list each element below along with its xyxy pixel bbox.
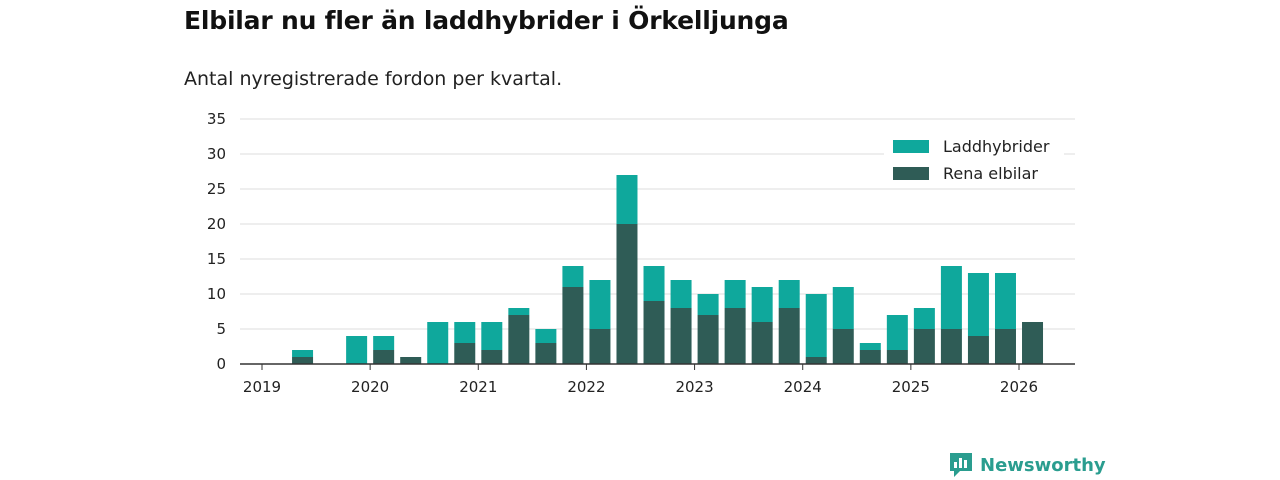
legend: Laddhybrider Rena elbilar [884,128,1064,188]
brand-name: Newsworthy [980,454,1106,476]
x-tick-label: 2022 [567,378,605,396]
bar-rena-elbilar [832,329,854,364]
bar-rena-elbilar [724,308,746,364]
legend-swatch [893,140,929,153]
bar-laddhybrider [292,350,314,357]
y-tick-label: 5 [216,320,226,338]
bar-rena-elbilar [400,357,422,364]
bar-laddhybrider [913,308,935,329]
bar-laddhybrider [670,280,692,308]
bar-rena-elbilar [562,287,584,364]
x-tick-label: 2025 [892,378,930,396]
bar-rena-elbilar [373,350,395,364]
bar-laddhybrider [994,273,1016,329]
bar-laddhybrider [454,322,476,343]
bar-laddhybrider [373,336,395,350]
bar-rena-elbilar [616,224,638,364]
bar-rena-elbilar [994,329,1016,364]
bar-laddhybrider [940,266,962,329]
bar-rena-elbilar [859,350,881,364]
chart-subtitle: Antal nyregistrerade fordon per kvartal. [184,68,563,90]
x-tick-label: 2021 [459,378,497,396]
bar-laddhybrider [589,280,611,329]
bar-laddhybrider [535,329,557,343]
bar-rena-elbilar [481,350,503,364]
y-tick-label: 20 [207,215,226,233]
bar-laddhybrider [886,315,908,350]
bar-laddhybrider [724,280,746,308]
y-tick-label: 25 [207,180,226,198]
bar-rena-elbilar [778,308,800,364]
bar-laddhybrider [697,294,719,315]
newsworthy-logo-icon [950,453,972,477]
legend-label: Laddhybrider [943,137,1050,156]
x-tick-label: 2023 [675,378,713,396]
bar-laddhybrider [562,266,584,287]
bar-laddhybrider [427,322,449,364]
y-tick-label: 10 [207,285,226,303]
x-tick-label: 2019 [243,378,281,396]
x-tick-label: 2020 [351,378,389,396]
bar-laddhybrider [859,343,881,350]
newsworthy-brand: Newsworthy [948,451,1106,479]
bar-laddhybrider [967,273,989,336]
chart-title: Elbilar nu fler än laddhybrider i Örkell… [184,6,789,35]
bar-rena-elbilar [670,308,692,364]
bar-rena-elbilar [589,329,611,364]
bar-rena-elbilar [535,343,557,364]
x-tick-label: 2026 [1000,378,1038,396]
bar-rena-elbilar [805,357,827,364]
bar-rena-elbilar [967,336,989,364]
bar-rena-elbilar [292,357,314,364]
bar-laddhybrider [616,175,638,224]
bar-laddhybrider [346,336,368,364]
bar-rena-elbilar [1022,322,1044,364]
bar-laddhybrider [805,294,827,357]
bar-rena-elbilar [886,350,908,364]
bars [292,175,1044,364]
bar-rena-elbilar [697,315,719,364]
legend-label: Rena elbilar [943,164,1038,183]
y-tick-label: 35 [207,110,226,128]
bar-laddhybrider [832,287,854,329]
bar-laddhybrider [643,266,665,301]
bar-rena-elbilar [643,301,665,364]
bar-laddhybrider [778,280,800,308]
bar-laddhybrider [508,308,530,315]
bar-rena-elbilar [508,315,530,364]
bar-laddhybrider [751,287,773,322]
y-tick-label: 0 [216,355,226,373]
y-tick-label: 15 [207,250,226,268]
bar-rena-elbilar [913,329,935,364]
legend-swatch [893,167,929,180]
bar-rena-elbilar [454,343,476,364]
x-tick-label: 2024 [784,378,822,396]
bar-rena-elbilar [940,329,962,364]
bar-laddhybrider [481,322,503,350]
bar-rena-elbilar [751,322,773,364]
y-tick-label: 30 [207,145,226,163]
